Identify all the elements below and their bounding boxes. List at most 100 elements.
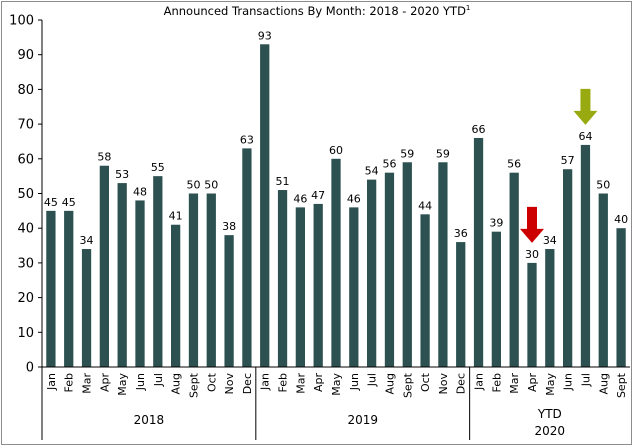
x-tick-label: Aug [170, 373, 183, 394]
bar [509, 172, 519, 367]
bar [545, 249, 555, 367]
data-label: 46 [347, 192, 361, 205]
data-label: 34 [80, 234, 94, 247]
data-label: 34 [543, 234, 557, 247]
x-tick-label: Jun [348, 373, 361, 391]
data-label: 54 [365, 165, 379, 178]
x-tick-label: Dec [241, 373, 254, 394]
bar [331, 158, 341, 367]
x-tick-label: Sept [187, 372, 200, 398]
x-tick-label: Jun [562, 373, 575, 391]
bar [295, 207, 305, 367]
chart-title-background [159, 4, 475, 18]
chart-title-main: Announced Transactions By Month: 2018 - … [164, 4, 466, 18]
bar [616, 228, 626, 367]
bar [242, 148, 252, 367]
data-label: 50 [596, 179, 610, 192]
x-tick-label: Oct [419, 372, 432, 392]
y-tick-label: 60 [17, 152, 34, 167]
x-tick-label: Jun [134, 373, 147, 391]
x-tick-label: Jan [45, 373, 58, 391]
data-label: 93 [258, 29, 272, 42]
x-tick-label: Jul [579, 373, 592, 387]
x-tick-label: Jan [259, 373, 272, 391]
data-label: 59 [436, 147, 450, 160]
data-label: 48 [133, 185, 147, 198]
down-arrow-icon [520, 206, 544, 243]
data-label: 46 [293, 192, 307, 205]
y-tick-label: 80 [17, 83, 34, 98]
group-label: 2019 [347, 413, 378, 427]
bar [224, 235, 234, 367]
data-label: 47 [311, 189, 325, 202]
x-tick-label: May [330, 373, 343, 396]
title-layer: Announced Transactions By Month: 2018 - … [159, 4, 475, 18]
x-tick-label: Jan [473, 373, 486, 391]
chart-title: Announced Transactions By Month: 2018 - … [164, 4, 471, 18]
x-tick-label: May [116, 373, 129, 396]
x-tick-label: Jul [152, 373, 165, 387]
x-tick-label: Feb [63, 373, 76, 392]
data-label: 63 [240, 133, 254, 146]
data-label: 60 [329, 144, 343, 157]
y-tick-label: 70 [17, 118, 34, 133]
data-label: 66 [472, 123, 486, 136]
x-tick-label: Feb [490, 373, 503, 392]
data-label: 30 [525, 248, 539, 261]
data-label: 45 [44, 196, 58, 209]
y-tick-label: 50 [17, 187, 34, 202]
data-label: 41 [169, 210, 183, 223]
bar [46, 210, 56, 367]
x-tick-label: Apr [98, 373, 111, 393]
bar [64, 210, 74, 367]
x-tick-label: Aug [383, 373, 396, 394]
data-label: 58 [97, 151, 111, 164]
data-label: 50 [204, 179, 218, 192]
bar [402, 162, 412, 367]
data-label: 39 [489, 217, 503, 230]
data-label: 40 [614, 213, 628, 226]
data-label: 56 [507, 158, 521, 171]
bar [117, 183, 127, 367]
data-label: 44 [418, 199, 432, 212]
bar [277, 190, 288, 367]
x-tick-label: Nov [437, 373, 450, 395]
group-label-line2: 2020 [535, 424, 566, 438]
bar [260, 44, 270, 367]
bars-layer [46, 44, 626, 367]
y-tick-label: 100 [9, 14, 34, 29]
y-tick-label: 10 [17, 326, 34, 341]
bar [598, 193, 608, 367]
bar [349, 207, 359, 367]
bar [491, 231, 501, 367]
x-tick-label: Sept [401, 372, 414, 398]
data-label: 64 [578, 130, 592, 143]
bar [563, 169, 573, 367]
data-label: 45 [62, 196, 76, 209]
bar [456, 242, 466, 367]
bar [473, 137, 484, 367]
x-tick-label: Jul [366, 373, 379, 387]
bar [153, 176, 163, 367]
group-label: YTD [537, 407, 562, 421]
x-tick-label: Mar [294, 373, 307, 394]
bar [367, 179, 377, 367]
labels-layer: 45 Jan 45 Feb 34 Mar 58 Apr 53 May 48 Jun 55 Jul 41 Aug… [44, 29, 628, 438]
x-tick-label: Mar [508, 373, 521, 394]
y-tick-label: 90 [17, 48, 34, 63]
x-tick-label: Oct [205, 372, 218, 392]
bar [580, 144, 591, 367]
bar [99, 165, 109, 367]
bar [527, 262, 537, 367]
x-tick-label: Dec [455, 373, 468, 394]
x-tick-label: Apr [312, 373, 325, 393]
bar [313, 203, 323, 367]
x-tick-label: Feb [277, 373, 290, 392]
x-tick-label: Mar [81, 373, 94, 394]
chart-title-superscript: 1 [466, 4, 470, 12]
bar [206, 193, 216, 367]
x-tick-label: Apr [526, 373, 539, 393]
down-arrow-icon [573, 88, 598, 125]
data-label: 56 [382, 158, 396, 171]
